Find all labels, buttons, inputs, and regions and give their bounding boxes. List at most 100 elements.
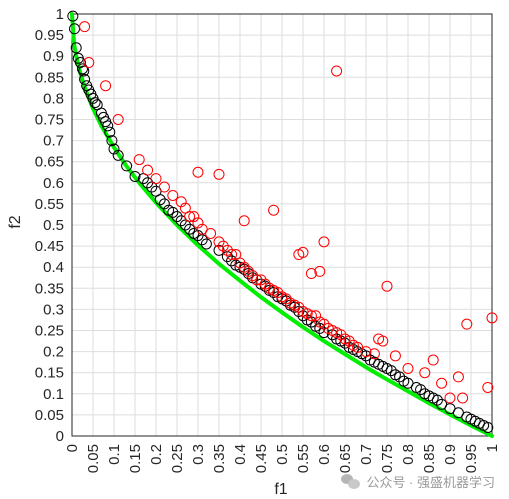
y-tick-label: 0.45 — [35, 238, 64, 255]
y-tick-label: 0.6 — [43, 175, 64, 192]
black-point — [106, 135, 118, 147]
red-point — [331, 65, 343, 77]
y-axis-label: f2 — [7, 215, 24, 228]
x-tick-label: 0.1 — [106, 444, 123, 465]
y-tick-label: 0.1 — [43, 386, 64, 403]
red-point — [234, 257, 246, 269]
red-point — [259, 278, 271, 290]
x-tick-label: 0.35 — [211, 444, 228, 473]
black-point — [293, 306, 305, 318]
red-point — [184, 211, 196, 223]
red-point — [175, 196, 187, 208]
red-point — [79, 21, 91, 33]
red-point — [268, 204, 280, 216]
black-point — [192, 230, 204, 242]
red-point — [297, 246, 309, 258]
grid — [71, 13, 493, 437]
red-point — [205, 227, 217, 239]
y-tick-label: 0.35 — [35, 280, 64, 297]
black-point — [102, 120, 114, 132]
x-tick-label: 0.7 — [358, 444, 375, 465]
red-point — [192, 217, 204, 229]
red-point — [272, 287, 284, 299]
x-tick-label: 0.85 — [421, 444, 438, 473]
x-tick-label: 0.15 — [127, 444, 144, 473]
y-tick-label: 0 — [56, 428, 64, 445]
black-point — [78, 65, 90, 77]
red-point — [377, 335, 389, 347]
ticks: 00.050.10.150.20.250.30.350.40.450.50.55… — [35, 6, 501, 473]
black-point — [104, 126, 116, 138]
red-point — [310, 310, 322, 322]
black-point — [158, 198, 170, 210]
black-point — [77, 63, 88, 75]
y-tick-label: 0.9 — [43, 48, 64, 65]
black-point — [226, 255, 238, 267]
x-tick-label: 0.6 — [316, 444, 333, 465]
x-tick-label: 0 — [64, 444, 81, 452]
x-tick-label: 0.05 — [85, 444, 102, 473]
x-axis-label: f1 — [274, 481, 287, 498]
red-point — [381, 280, 393, 292]
red-point — [167, 189, 179, 201]
y-tick-label: 0.15 — [35, 365, 64, 382]
y-tick-label: 0.05 — [35, 407, 64, 424]
black-point — [121, 160, 133, 172]
red-point — [133, 154, 145, 166]
y-tick-label: 0.2 — [43, 344, 64, 361]
black-point — [70, 42, 82, 54]
red-point — [318, 318, 330, 330]
y-tick-label: 0.55 — [35, 196, 64, 213]
y-tick-label: 0.25 — [35, 323, 64, 340]
red-point — [419, 367, 431, 379]
red-point — [100, 80, 112, 92]
wechat-icon — [341, 474, 361, 489]
x-tick-label: 1 — [484, 444, 501, 452]
black-point — [184, 223, 196, 235]
y-tick-label: 0.75 — [35, 112, 64, 129]
red-point — [402, 362, 414, 374]
red-point — [280, 293, 292, 305]
black-point — [385, 365, 397, 377]
x-tick-label: 0.25 — [169, 444, 186, 473]
red-point — [255, 274, 267, 286]
y-tick-label: 0.4 — [43, 259, 64, 276]
red-point — [242, 265, 254, 277]
red-point — [150, 173, 162, 185]
y-tick-label: 0.65 — [35, 154, 64, 171]
axes-box — [71, 13, 493, 437]
red-point — [305, 310, 317, 322]
red-point — [436, 377, 448, 389]
x-tick-label: 0.95 — [463, 444, 480, 473]
y-tick-label: 1 — [56, 6, 64, 23]
red-point — [482, 381, 494, 393]
red-point — [335, 329, 347, 341]
red-point — [452, 371, 464, 383]
x-tick-label: 0.75 — [379, 444, 396, 473]
black-point — [167, 206, 179, 218]
red-point — [112, 114, 124, 125]
red-point — [142, 164, 154, 176]
y-tick-label: 0.95 — [35, 27, 64, 44]
plot-area — [67, 10, 498, 438]
x-tick-label: 0.9 — [442, 444, 459, 465]
red-point — [213, 236, 225, 248]
red-point — [226, 249, 238, 261]
black-point — [431, 394, 443, 406]
y-tick-label: 0.7 — [43, 133, 64, 150]
black-point — [69, 23, 81, 35]
red-point — [83, 57, 95, 69]
black-point — [482, 422, 494, 434]
red-point — [192, 166, 204, 178]
x-tick-label: 0.55 — [295, 444, 312, 473]
red-point — [427, 354, 439, 366]
red-point — [293, 301, 305, 313]
watermark: 公众号 · 强盛机器学习 — [341, 472, 495, 491]
black-point — [360, 350, 372, 362]
black-point — [108, 143, 120, 155]
red-point — [457, 392, 469, 404]
red-point — [461, 318, 473, 330]
watermark-text: 公众号 · 强盛机器学习 — [366, 475, 495, 490]
black-point — [67, 10, 79, 22]
red-point — [318, 236, 330, 248]
